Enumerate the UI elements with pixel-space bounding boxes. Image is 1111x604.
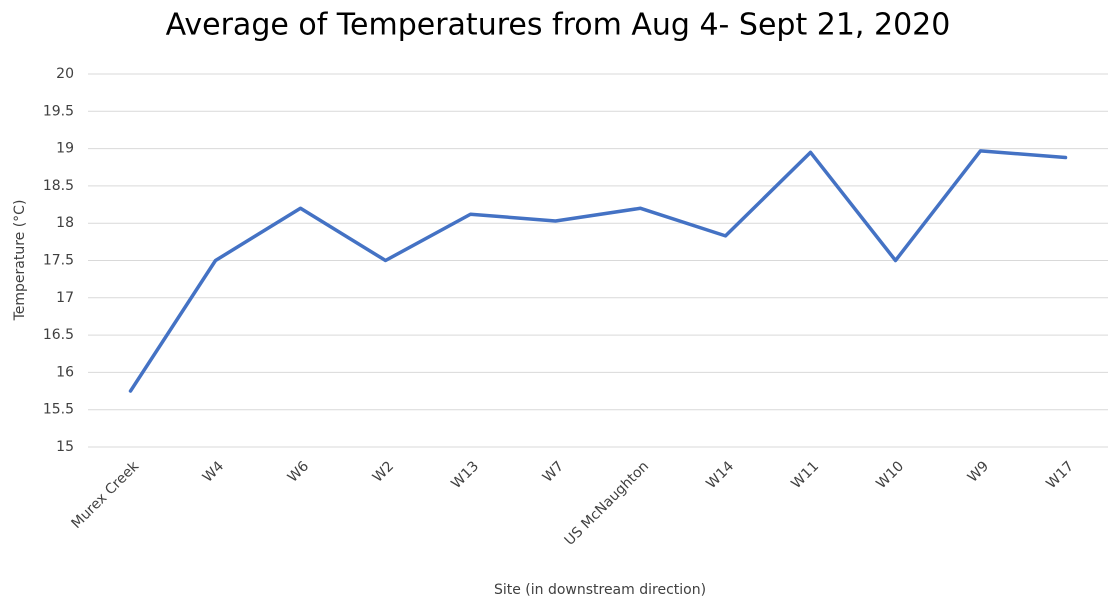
x-tick-label: W14 — [703, 458, 737, 492]
x-tick-label: W10 — [873, 458, 907, 492]
x-tick-label: W2 — [370, 458, 397, 485]
x-tick-label: W7 — [540, 458, 567, 485]
y-tick-label: 16.5 — [43, 327, 74, 343]
y-axis-title: Temperature (°C) — [12, 200, 28, 322]
x-tick-label: W9 — [965, 458, 992, 485]
x-tick-label: US McNaughton — [562, 458, 652, 548]
x-tick-label: W11 — [788, 458, 822, 492]
x-tick-label: Murex Creek — [69, 458, 143, 532]
x-tick-label: W17 — [1043, 458, 1077, 492]
y-tick-label: 15.5 — [43, 402, 74, 418]
y-tick-label: 20 — [56, 66, 74, 82]
y-tick-label: 17 — [56, 290, 74, 306]
x-axis-title: Site (in downstream direction) — [494, 582, 706, 598]
x-tick-label: W6 — [285, 458, 312, 485]
y-tick-label: 18.5 — [43, 178, 74, 194]
chart-title: Average of Temperatures from Aug 4- Sept… — [166, 8, 951, 43]
y-tick-label: 17.5 — [43, 253, 74, 269]
y-tick-label: 19 — [56, 141, 74, 157]
line-series — [128, 149, 1068, 393]
y-tick-label: 18 — [56, 215, 74, 231]
y-tick-label: 16 — [56, 364, 74, 380]
y-tick-label: 15 — [56, 439, 74, 455]
x-tick-label: W4 — [200, 458, 227, 485]
x-tick-label: W13 — [448, 458, 482, 492]
y-tick-label: 19.5 — [43, 103, 74, 119]
